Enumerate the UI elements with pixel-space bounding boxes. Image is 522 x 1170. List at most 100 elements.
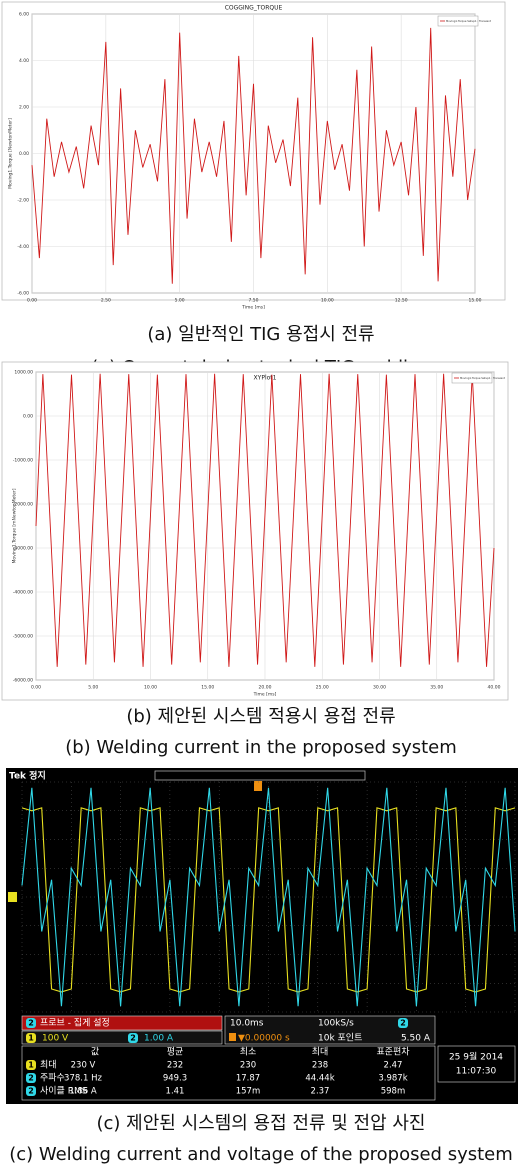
y-tick-label: 0.00: [19, 151, 29, 157]
channel-badge: [128, 1033, 138, 1043]
x-tick-label: 10.00: [144, 685, 157, 691]
y-tick-label: -5000.00: [13, 634, 33, 640]
measure-label: 최대: [40, 1060, 57, 1071]
x-tick-label: 40.00: [488, 685, 501, 691]
legend-label: Moving1.Torque Setup1 : Transient: [446, 19, 491, 23]
date: 25 9월 2014: [449, 1051, 503, 1063]
y-tick-label: 0.00: [23, 414, 33, 420]
x-tick-label: 2.50: [101, 298, 111, 304]
y-tick-label: -4.00: [17, 244, 29, 250]
x-tick-label: 10.00: [321, 298, 334, 304]
scope-status: Tek 정지: [9, 770, 46, 782]
measure-value: 2.37: [311, 1087, 330, 1097]
measure-value: 598m: [381, 1087, 406, 1097]
measure-box: [21, 1045, 436, 1101]
channel-number: 1: [28, 1034, 34, 1043]
x-axis-label: Time [ms]: [241, 305, 265, 311]
x-tick-label: 12.50: [395, 298, 408, 304]
channel-number: 2: [28, 1087, 34, 1096]
y-tick-label: 1000.00: [14, 370, 33, 376]
datetime-box: [437, 1045, 516, 1083]
channel-number: 2: [400, 1019, 406, 1028]
y-tick-label: 6.00: [19, 12, 29, 18]
trigger-marker: [254, 781, 262, 791]
y-tick-label: -3000.00: [13, 546, 33, 552]
x-tick-label: 30.00: [373, 685, 386, 691]
x-tick-label: 15.00: [201, 685, 214, 691]
measure-value: 2.47: [384, 1061, 403, 1071]
trigger-icon: [229, 1033, 236, 1041]
x-tick-label: 35.00: [430, 685, 443, 691]
y-axis-label: Moving1.Torque [NewtonMeter]: [8, 118, 14, 189]
measure-value: 378.1 Hz: [64, 1074, 102, 1084]
probe-menu: 프로브 - 집게 설정: [40, 1017, 110, 1029]
x-tick-label: 5.00: [175, 298, 185, 304]
y-tick-label: -6000.00: [13, 678, 33, 684]
record-bar: [154, 770, 366, 781]
channel-number: 2: [130, 1034, 136, 1043]
x-tick-label: 25.00: [316, 685, 329, 691]
measure-header: 평균: [167, 1047, 184, 1058]
legend-box: [437, 15, 479, 27]
channel-number: 2: [28, 1019, 34, 1028]
ch1-marker: [8, 892, 17, 902]
measure-header: 최대: [312, 1047, 329, 1058]
y-tick-label: 2.00: [19, 105, 29, 111]
x-tick-label: 5.00: [88, 685, 98, 691]
time: 11:07:30: [456, 1067, 497, 1077]
measure-value: 1.41: [166, 1087, 185, 1097]
legend-box: [451, 372, 493, 384]
measure-value: 238: [312, 1061, 328, 1071]
measure-value: 44.44k: [305, 1074, 334, 1084]
record-length: 10k 포인트: [318, 1033, 362, 1044]
x-tick-label: 7.50: [248, 298, 258, 304]
x-tick-label: 15.00: [469, 298, 482, 304]
channel-badge: [26, 1033, 36, 1043]
measure-label: 주파수: [40, 1073, 65, 1084]
chart-title: COGGING_TORQUE: [225, 5, 283, 12]
y-tick-label: 4.00: [19, 58, 29, 64]
data-line: [35, 373, 495, 667]
channel-badge: [26, 1086, 36, 1096]
measure-header: 최소: [240, 1047, 257, 1058]
measure-header: 표준편차: [376, 1046, 410, 1058]
caption-ko: (b) 제안된 시스템 적용시 용접 전류: [126, 706, 395, 727]
measure-value: 232: [167, 1061, 183, 1071]
channel-badge: [26, 1073, 36, 1083]
y-tick-label: -2000.00: [13, 502, 33, 508]
measure-value: 1.86 A: [69, 1087, 97, 1097]
channel-badge: [26, 1060, 36, 1070]
caption-en: (c) Welding current and voltage of the p…: [9, 1144, 513, 1165]
trigger-level: 5.50 A: [401, 1034, 431, 1044]
probe-menu-box: [21, 1015, 223, 1031]
caption-en: (b) Welding current in the proposed syst…: [65, 737, 457, 758]
y-tick-label: -4000.00: [13, 590, 33, 596]
measure-value: 17.87: [236, 1074, 260, 1084]
data-line: [31, 27, 476, 284]
x-tick-label: 0.00: [27, 298, 37, 304]
caption-ko: (c) 제안된 시스템의 용접 전류 및 전압 사진: [97, 1113, 426, 1134]
chart-title: XYPlot1: [254, 375, 277, 382]
scope-trace: [21, 787, 516, 1007]
channel-number: 2: [28, 1074, 34, 1083]
measure-value: 157m: [236, 1087, 261, 1097]
x-tick-label: 20.00: [259, 685, 272, 691]
measure-value: 3.987k: [378, 1074, 407, 1084]
ch1-scale: 100 V: [42, 1034, 69, 1044]
x-axis-label: Time [ms]: [253, 692, 277, 698]
sample-rate: 100kS/s: [318, 1019, 354, 1029]
timebase: 10.0ms: [230, 1019, 264, 1029]
legend-label: Moving1.Torque Setup1 : Transient: [460, 376, 505, 380]
y-axis-label: Moving1.Torque [mNewtonMeter]: [12, 488, 18, 563]
measure-value: 230: [240, 1061, 256, 1071]
channel-badge: [398, 1018, 408, 1028]
measure-value: 230 V: [71, 1061, 96, 1071]
channel-badge: [26, 1018, 36, 1028]
ch2-scale: 1.00 A: [144, 1034, 174, 1044]
channel-number: 1: [28, 1061, 34, 1070]
measure-value: 949.3: [163, 1074, 187, 1084]
x-tick-label: 0.00: [31, 685, 41, 691]
y-tick-label: -2.00: [17, 198, 29, 204]
caption-ko: (a) 일반적인 TIG 용접시 전류: [147, 324, 374, 345]
